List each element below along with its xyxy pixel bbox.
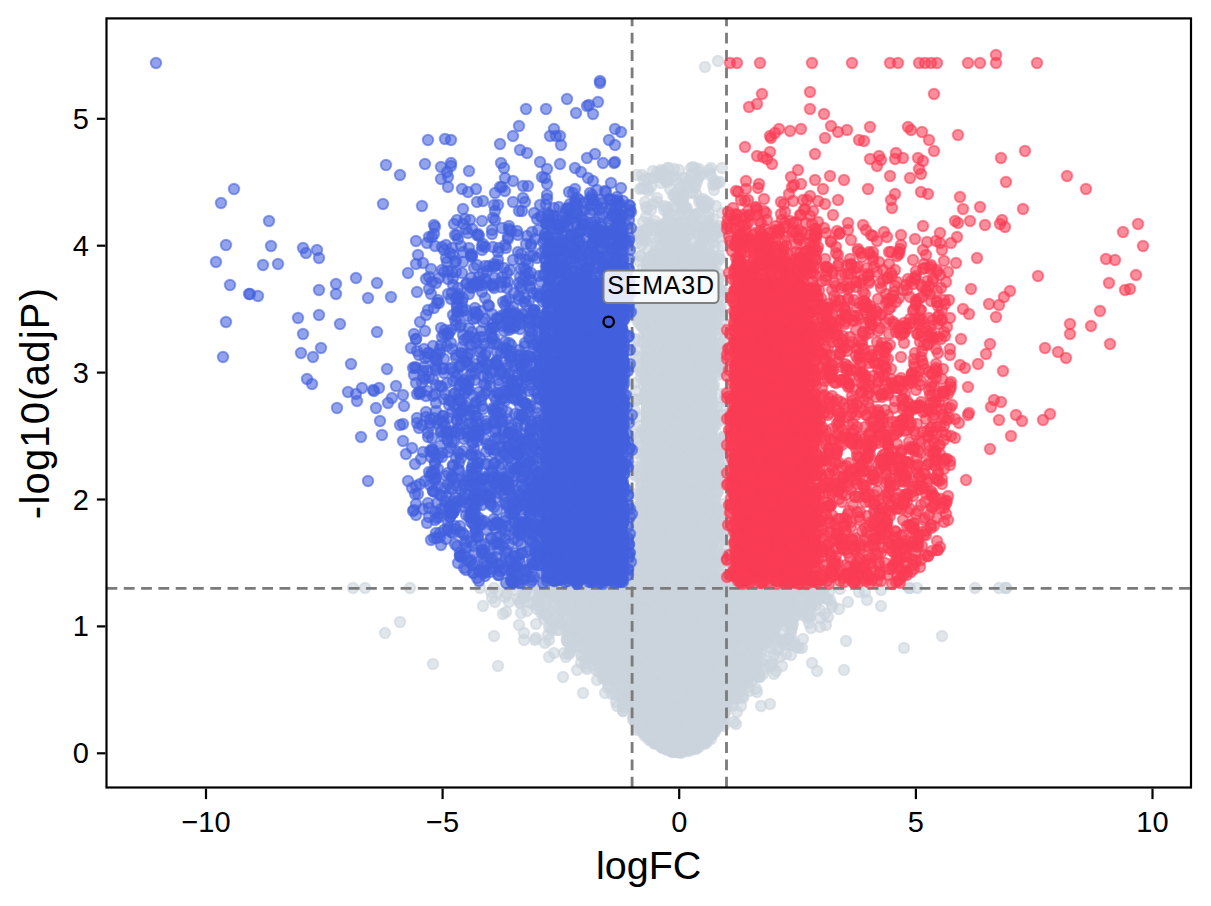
svg-text:-log10(adjP): -log10(adjP): [13, 287, 57, 519]
svg-text:0: 0: [671, 806, 687, 838]
svg-text:−5: −5: [426, 806, 459, 838]
svg-text:3: 3: [73, 357, 89, 389]
svg-text:2: 2: [73, 484, 89, 516]
svg-text:5: 5: [73, 103, 89, 135]
svg-text:1: 1: [73, 610, 89, 642]
svg-text:4: 4: [73, 230, 89, 262]
svg-text:10: 10: [1136, 806, 1168, 838]
svg-text:logFC: logFC: [596, 843, 701, 887]
svg-text:0: 0: [73, 737, 89, 769]
svg-text:−10: −10: [181, 806, 230, 838]
svg-text:SEMA3D: SEMA3D: [607, 271, 715, 299]
svg-text:5: 5: [908, 806, 924, 838]
